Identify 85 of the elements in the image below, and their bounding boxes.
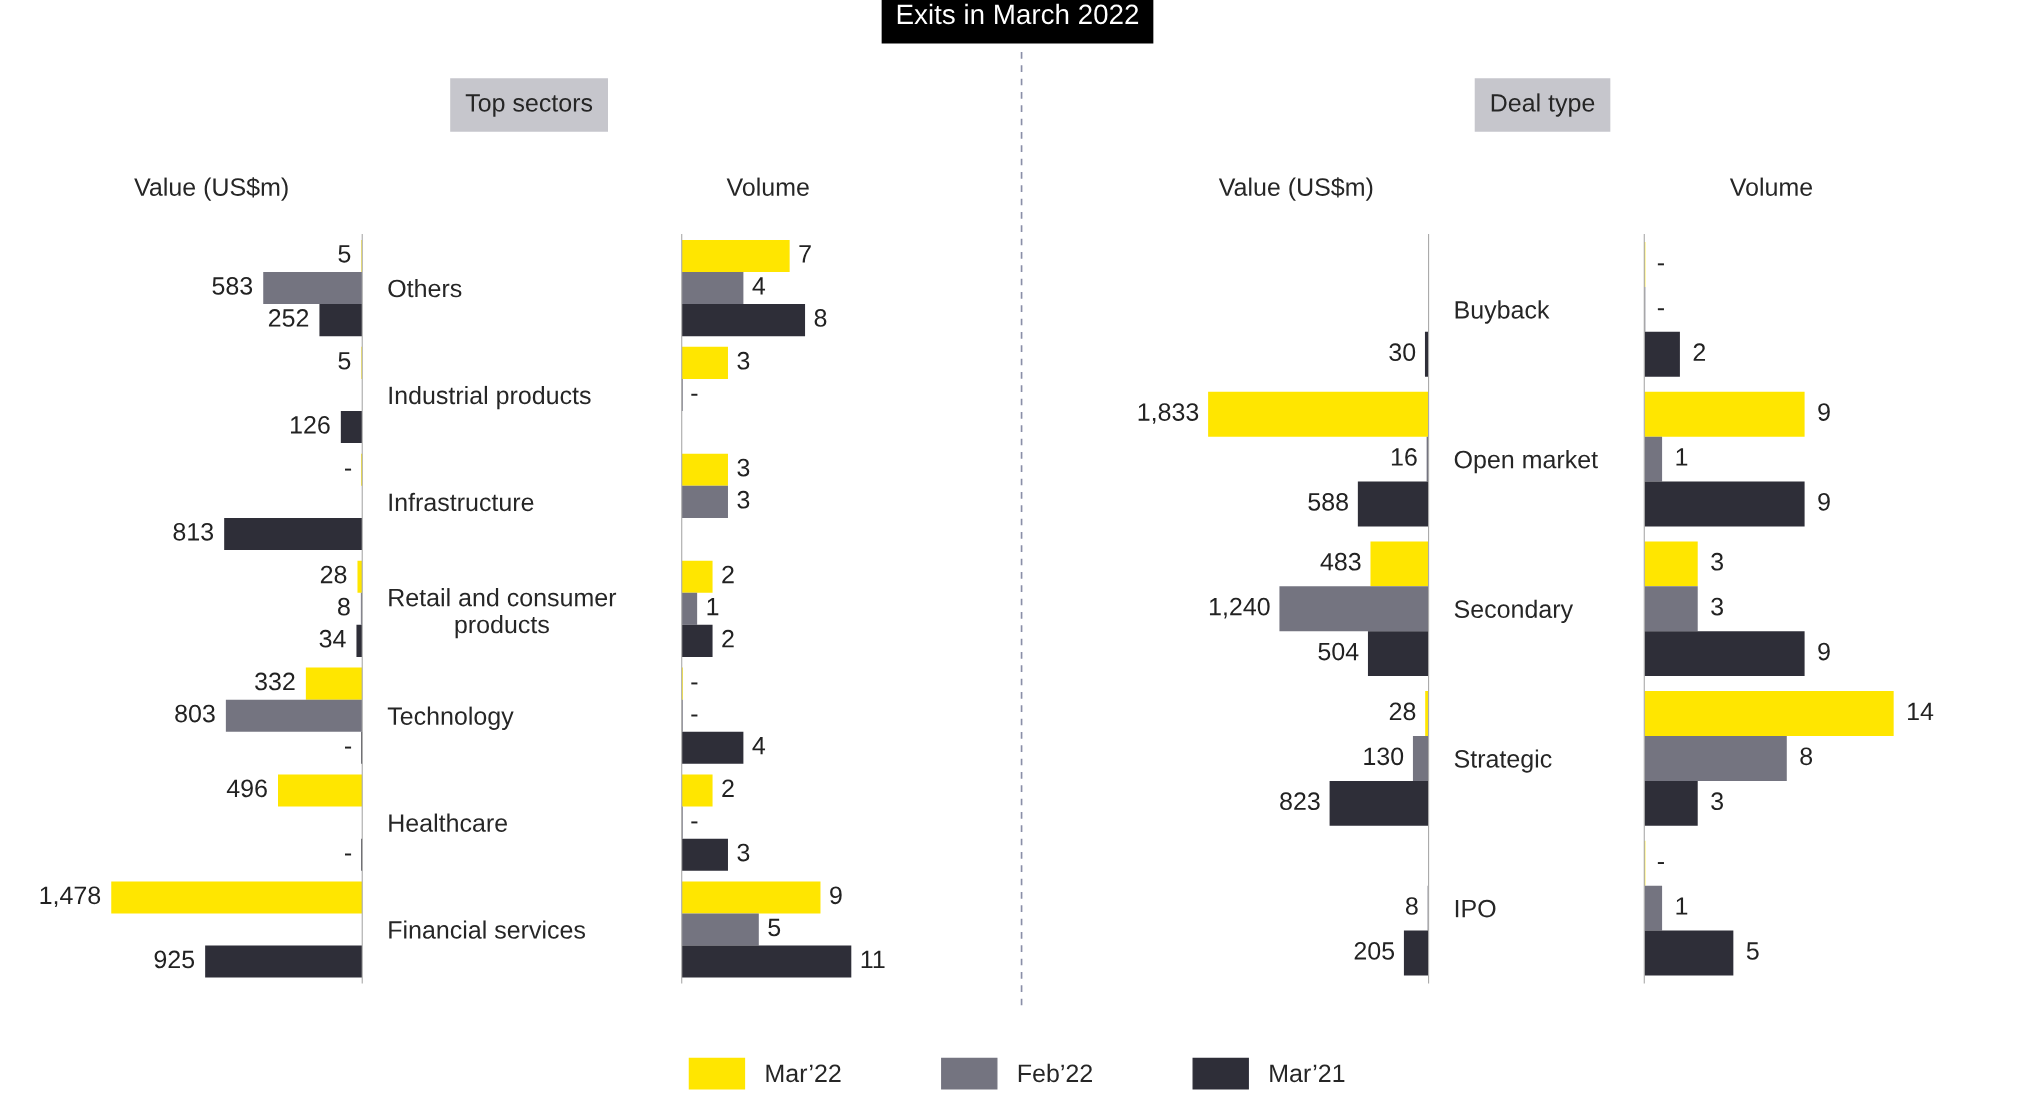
data-label: 496	[226, 779, 267, 798]
y-tick-label: Others	[388, 278, 462, 298]
data-label: 5	[338, 245, 351, 263]
data-label: 8	[814, 309, 827, 327]
chart-title: Value (US$m)	[1218, 177, 1373, 201]
chart-title: Value (US$m)	[134, 177, 288, 201]
data-label: 5	[768, 918, 781, 937]
data-label: 130	[1364, 747, 1404, 766]
data-label: 16	[1391, 448, 1417, 466]
y-tick-label: Retail and consumer products	[389, 588, 617, 639]
data-label: 34	[319, 629, 346, 648]
y-tick-label: Open market	[1454, 450, 1598, 474]
data-label: 1,833	[1138, 403, 1199, 424]
data-label: 126	[290, 416, 330, 434]
data-label: 8	[338, 597, 350, 616]
data-label: 813	[173, 522, 214, 541]
data-label: 205	[1354, 942, 1395, 960]
data-label: 9	[1818, 642, 1830, 661]
data-label: 252	[268, 309, 309, 327]
data-label: 4	[752, 277, 766, 295]
y-tick-label: Healthcare	[389, 813, 508, 832]
data-label: 3	[1711, 597, 1723, 616]
data-label: -	[1657, 263, 1664, 266]
data-label: -	[691, 393, 698, 396]
legend-label: Feb’22	[1018, 1063, 1092, 1083]
data-label: -	[344, 468, 352, 471]
data-label: 28	[1389, 702, 1416, 721]
data-label: 2	[722, 779, 734, 797]
legend-label: Mar’22	[766, 1064, 841, 1083]
data-label: 30	[1389, 343, 1416, 362]
data-label: 3	[737, 843, 750, 862]
data-label: 588	[1308, 493, 1348, 511]
data-label: -	[691, 821, 698, 824]
data-label: 9	[830, 886, 842, 905]
y-tick-label: Infrastructure	[389, 492, 534, 512]
y-tick-label: Buyback	[1455, 300, 1550, 324]
data-label: 2	[722, 565, 734, 584]
data-label: 8	[1405, 897, 1418, 915]
data-label: 803	[175, 704, 215, 723]
data-label: 8	[1800, 747, 1813, 766]
data-label: 332	[255, 672, 295, 691]
data-label: 4	[752, 737, 766, 755]
data-label: -	[691, 682, 698, 685]
chart-title: Volume	[1729, 177, 1813, 196]
data-label: 823	[1280, 792, 1320, 811]
data-label: -	[344, 853, 352, 856]
data-label: 9	[1818, 493, 1830, 511]
data-label: 3	[1711, 552, 1723, 571]
data-label: 925	[154, 950, 195, 969]
data-label: 3	[737, 490, 750, 509]
data-label: 483	[1320, 552, 1361, 571]
data-label: 3	[737, 351, 750, 370]
y-tick-label: Strategic	[1454, 749, 1552, 773]
data-label: -	[344, 746, 352, 749]
y-tick-label: IPO	[1455, 899, 1496, 918]
data-label: -	[1657, 862, 1664, 865]
data-label: 5	[1746, 942, 1759, 960]
data-label: 14	[1908, 702, 1934, 720]
data-label: 3	[1711, 792, 1723, 811]
data-label: 1	[707, 598, 719, 616]
data-label: 7	[799, 245, 811, 263]
data-label: 583	[212, 277, 253, 295]
data-label: 2	[722, 629, 734, 648]
y-tick-label: Technology	[387, 706, 514, 730]
legend-label: Mar’21	[1270, 1064, 1345, 1083]
data-label: 504	[1318, 642, 1359, 661]
data-label: 2	[1693, 343, 1706, 361]
data-label: 11	[861, 950, 885, 969]
y-tick-label: Industrial products	[389, 385, 591, 410]
data-label: 1	[1676, 448, 1688, 466]
data-label: 28	[320, 565, 347, 584]
data-label: 5	[338, 352, 351, 370]
data-label: -	[1657, 308, 1664, 311]
data-label: 1	[1676, 897, 1688, 915]
data-label: 9	[1818, 403, 1830, 421]
text: Exits in March 2022	[897, 3, 1139, 25]
chart-title: Volume	[726, 177, 809, 196]
text: Deal type	[1491, 93, 1595, 117]
data-label: 1,478	[40, 886, 101, 908]
y-tick-label: Financial services	[389, 920, 586, 939]
text: Top sectors	[465, 94, 593, 117]
data-label: 1,240	[1209, 597, 1270, 619]
data-label: 3	[737, 458, 750, 477]
y-tick-label: Secondary	[1454, 599, 1574, 624]
data-label: -	[691, 714, 698, 717]
